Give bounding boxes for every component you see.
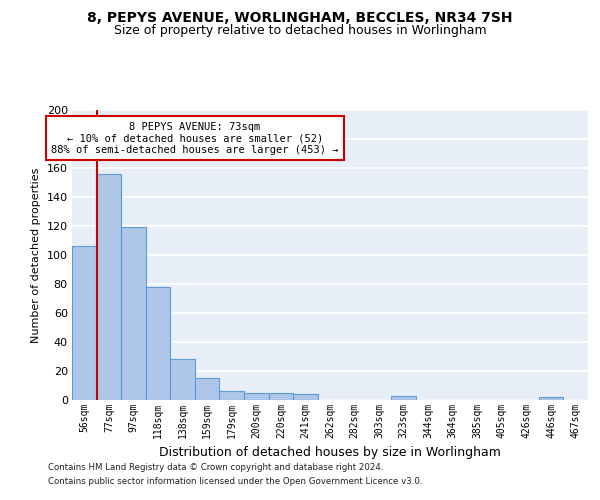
Bar bbox=[269, 393, 293, 400]
Bar bbox=[97, 174, 121, 400]
Bar bbox=[72, 246, 97, 400]
Text: 8, PEPYS AVENUE, WORLINGHAM, BECCLES, NR34 7SH: 8, PEPYS AVENUE, WORLINGHAM, BECCLES, NR… bbox=[87, 11, 513, 25]
Bar bbox=[146, 287, 170, 400]
Bar bbox=[293, 394, 318, 400]
Y-axis label: Number of detached properties: Number of detached properties bbox=[31, 168, 41, 342]
Bar bbox=[244, 393, 269, 400]
Text: Contains public sector information licensed under the Open Government Licence v3: Contains public sector information licen… bbox=[48, 477, 422, 486]
Bar bbox=[195, 378, 220, 400]
X-axis label: Distribution of detached houses by size in Worlingham: Distribution of detached houses by size … bbox=[159, 446, 501, 460]
Bar bbox=[121, 228, 146, 400]
Text: Size of property relative to detached houses in Worlingham: Size of property relative to detached ho… bbox=[113, 24, 487, 37]
Text: Contains HM Land Registry data © Crown copyright and database right 2024.: Contains HM Land Registry data © Crown c… bbox=[48, 464, 383, 472]
Bar bbox=[170, 360, 195, 400]
Bar bbox=[539, 397, 563, 400]
Bar bbox=[220, 392, 244, 400]
Text: 8 PEPYS AVENUE: 73sqm
← 10% of detached houses are smaller (52)
88% of semi-deta: 8 PEPYS AVENUE: 73sqm ← 10% of detached … bbox=[51, 122, 338, 155]
Bar bbox=[391, 396, 416, 400]
